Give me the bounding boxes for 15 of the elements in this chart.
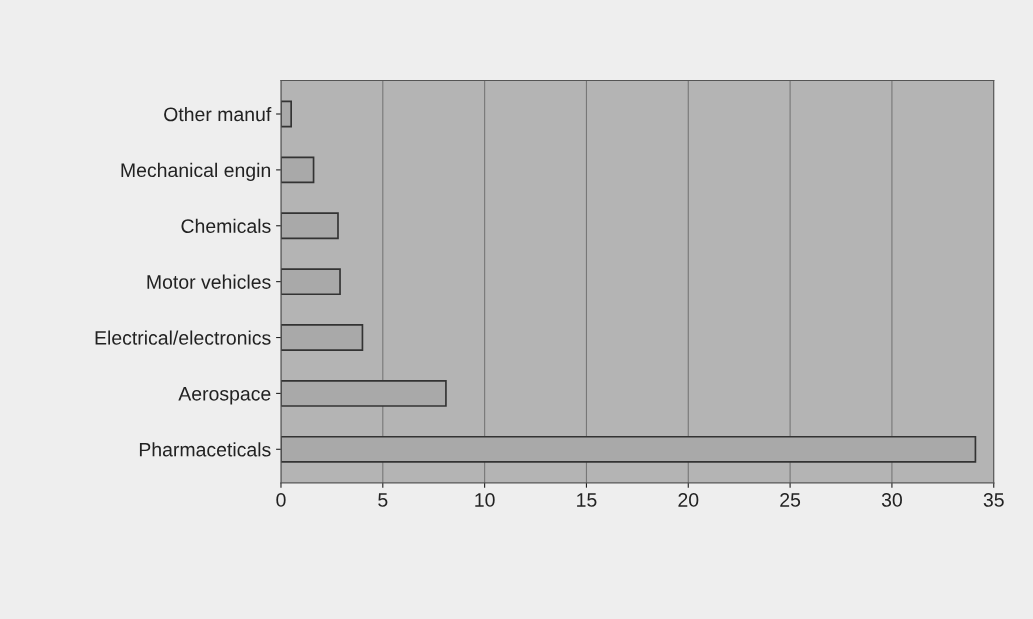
y-tick-label: Mechanical engin [121, 162, 270, 181]
x-tick-label: 25 [780, 493, 801, 507]
y-tick-label: Electrical/electronics [95, 330, 271, 345]
y-tick-label: Chemicals [181, 218, 271, 233]
y-tick-label: Motor vehicles [147, 274, 271, 289]
y-tick-label: Pharmaceticals [139, 442, 271, 457]
y-tick-label: Other manuf [164, 106, 272, 122]
x-tick-label: 0 [276, 493, 286, 507]
x-tick-label: 35 [983, 493, 1004, 507]
x-tick-label: 5 [378, 493, 388, 507]
x-tick-label: 10 [475, 493, 495, 507]
y-tick-label: Aerospace [178, 387, 271, 405]
x-tick-label: 15 [577, 493, 597, 507]
x-tick-label: 20 [678, 493, 699, 507]
x-tick-label: 30 [881, 493, 902, 507]
